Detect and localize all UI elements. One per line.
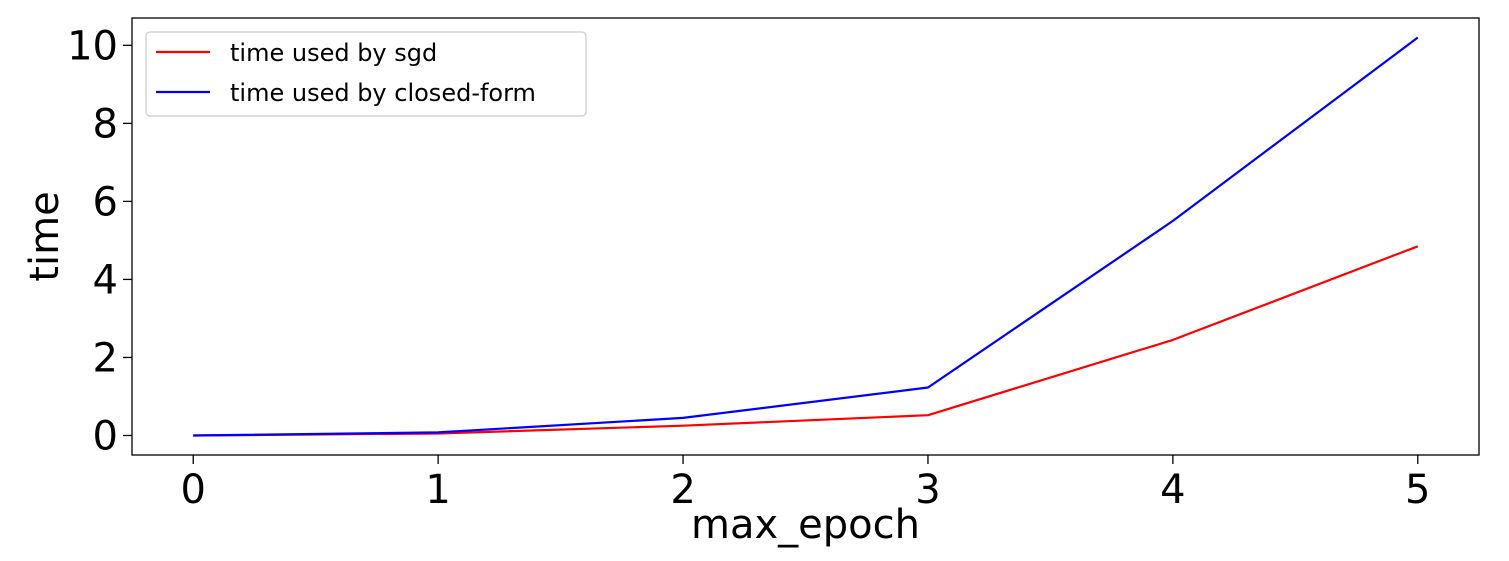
legend: time used by sgd time used by closed-for… [145,31,587,117]
x-tick-label: 0 [181,467,206,513]
plot-frame [131,17,1480,456]
legend-label-sgd: time used by sgd [230,39,437,67]
x-tick-label: 1 [425,467,450,513]
x-axis-label: max_epoch [691,502,920,548]
series-layer [193,36,1419,437]
x-tick-label: 4 [1160,467,1185,513]
y-tick-label: 4 [93,257,118,303]
legend-label-closed-form: time used by closed-form [230,79,536,107]
x-tick-label: 5 [1405,467,1430,513]
series-line-1 [193,36,1419,437]
y-tick-label: 6 [93,179,118,225]
x-tick-label: 2 [670,467,695,513]
x-axis-ticks: 0 1 2 3 4 5 [181,455,1430,513]
y-tick-label: 8 [93,101,118,147]
x-tick-label: 3 [915,467,940,513]
y-tick-label: 10 [67,23,118,69]
y-axis-ticks: 0 2 4 6 8 10 [67,23,132,459]
y-tick-label: 2 [93,335,118,381]
y-axis-label: time [22,191,68,281]
legend-box [145,31,587,117]
y-tick-label: 0 [93,413,118,459]
